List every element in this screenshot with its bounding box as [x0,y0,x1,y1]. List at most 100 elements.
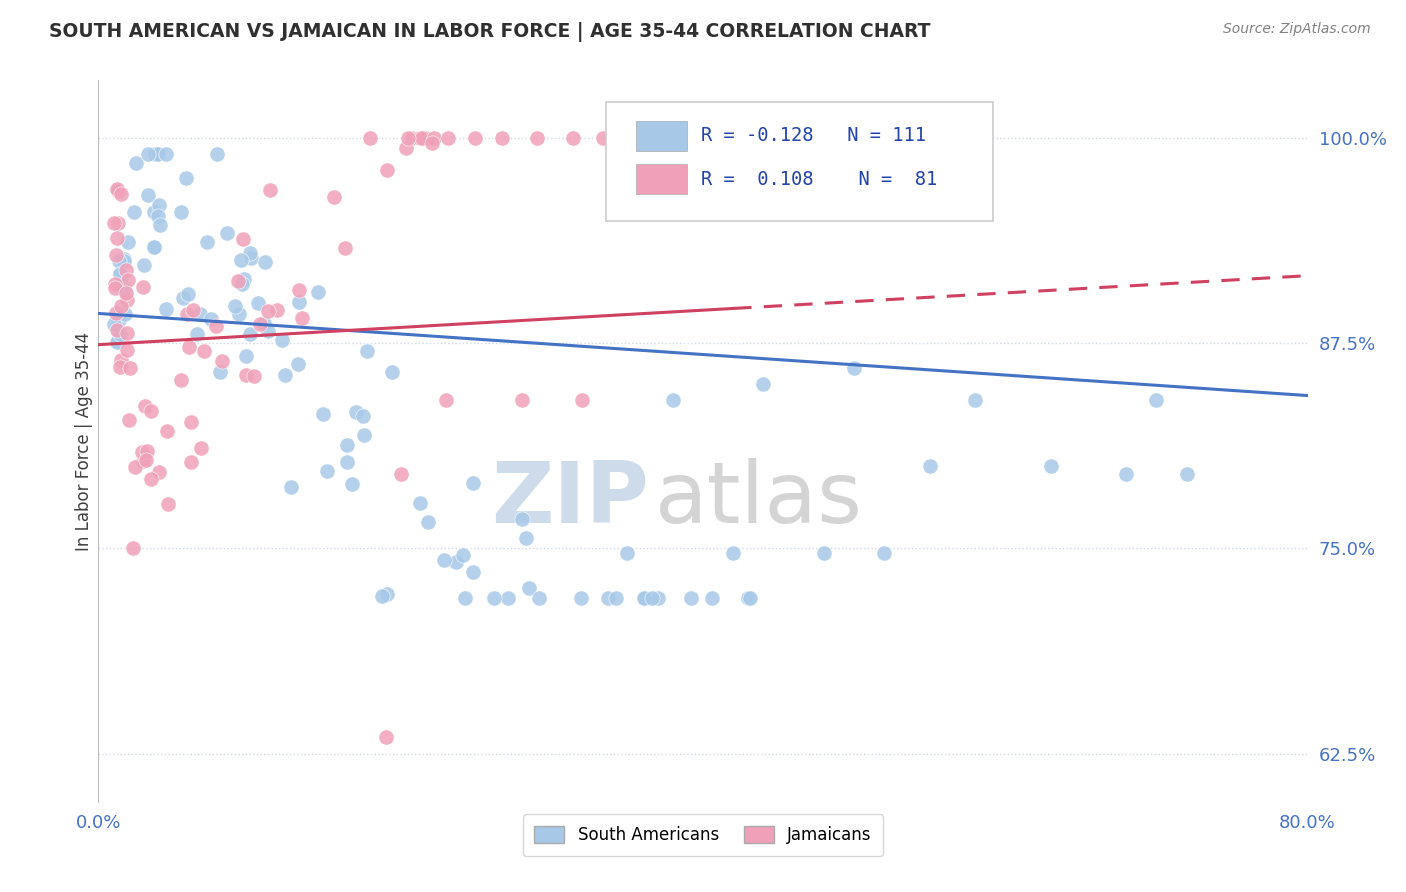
Point [288,295,311,310]
Point [592,130,614,145]
Point [291,311,314,326]
Point [381,365,404,379]
Point [444,555,467,569]
Point [239,327,262,342]
Point [416,515,439,529]
Point [188,307,211,321]
Point [336,438,359,452]
Point [661,393,683,408]
Point [322,190,344,204]
Point [605,591,627,605]
Point [280,480,302,494]
Point [186,327,208,342]
Point [1144,393,1167,408]
Point [142,240,165,254]
Point [738,591,761,605]
Point [110,352,132,367]
Point [270,333,292,347]
Point [103,216,125,230]
Y-axis label: In Labor Force | Age 35-44: In Labor Force | Age 35-44 [75,332,93,551]
Point [143,147,166,161]
Point [181,303,204,318]
Point [115,326,138,340]
Point [211,353,233,368]
Point [136,187,159,202]
Point [135,452,157,467]
Point [229,252,252,267]
Point [132,258,155,272]
Point [215,226,238,240]
Point [232,272,254,286]
Point [257,324,280,338]
Point [117,293,139,307]
Point [112,252,135,266]
Point [124,156,146,170]
Point [148,198,170,212]
Point [461,565,484,579]
Point [141,403,163,417]
Point [112,253,135,268]
Point [254,255,277,269]
Point [257,304,280,318]
Point [375,163,398,178]
Point [396,130,419,145]
Text: Source: ZipAtlas.com: Source: ZipAtlas.com [1223,22,1371,37]
Point [114,286,136,301]
Point [375,587,398,601]
Point [491,130,513,145]
Point [527,591,550,605]
FancyBboxPatch shape [606,102,993,221]
Point [526,130,548,145]
Point [107,184,129,198]
Point [242,369,264,384]
Point [105,182,128,196]
Point [561,130,583,145]
Point [105,247,128,261]
Point [423,130,446,145]
Point [107,334,129,348]
Point [103,317,125,331]
Point [235,349,257,363]
Point [287,283,309,297]
Point [143,205,166,219]
Point [117,343,139,358]
Point [813,546,835,560]
Point [124,459,146,474]
Point [312,408,335,422]
Point [104,280,127,294]
Point [117,235,139,249]
Point [1175,467,1198,482]
Point [131,280,153,294]
Point [515,531,537,545]
Point [395,141,418,155]
Point [353,428,375,442]
Point [461,475,484,490]
Point [274,368,297,382]
Point [108,359,131,374]
Point [170,373,193,387]
Point [132,454,155,468]
Point [204,318,226,333]
Point [110,186,132,201]
Point [155,301,177,316]
Point [170,205,193,219]
Point [249,317,271,331]
Point [156,497,179,511]
Point [136,147,159,161]
Point [436,130,458,145]
Text: SOUTH AMERICAN VS JAMAICAN IN LABOR FORCE | AGE 35-44 CORRELATION CHART: SOUTH AMERICAN VS JAMAICAN IN LABOR FORC… [49,22,931,42]
Point [108,326,131,341]
Point [965,393,987,408]
Point [110,299,132,313]
Point [155,147,177,161]
Point [172,291,194,305]
Point [131,445,153,459]
Point [120,361,142,376]
Point [409,130,432,145]
Text: ZIP: ZIP [491,458,648,541]
Point [122,205,145,219]
Text: atlas: atlas [655,458,863,541]
Point [231,277,253,292]
Point [307,285,329,299]
Point [370,589,392,603]
